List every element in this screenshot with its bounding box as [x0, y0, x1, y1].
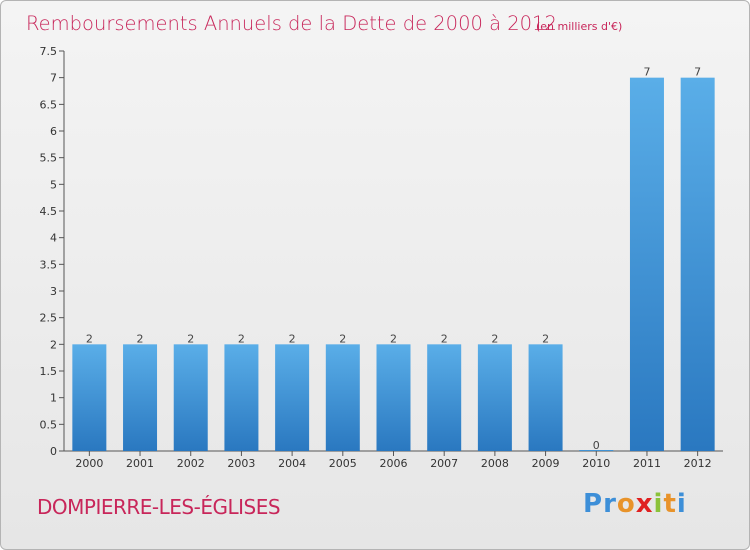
bar-2003: [224, 344, 259, 451]
data-label-2007: 2: [441, 332, 448, 345]
y-tick-label: 6.5: [40, 98, 58, 111]
data-label-2006: 2: [390, 332, 397, 345]
y-tick-label: 4: [50, 232, 57, 245]
data-label-2008: 2: [491, 332, 498, 345]
x-tick-label-2008: 2008: [481, 457, 509, 470]
y-tick-label: 7: [50, 72, 57, 85]
y-tick-label: 7.5: [40, 45, 58, 58]
bar-2006: [376, 344, 411, 451]
x-tick-label-2007: 2007: [430, 457, 458, 470]
bar-2007: [427, 344, 462, 451]
y-tick-label: 3.5: [40, 258, 58, 271]
chart-subtitle: (en milliers d'€): [536, 20, 622, 33]
x-tick-label-2012: 2012: [684, 457, 712, 470]
logo-letter: o: [616, 489, 636, 519]
y-tick-label: 6: [50, 125, 57, 138]
logo-letter: P: [583, 489, 604, 519]
chart-title: Remboursements Annuels de la Dette de 20…: [26, 12, 557, 35]
x-tick-label-2006: 2006: [380, 457, 408, 470]
x-tick-label-2004: 2004: [278, 457, 306, 470]
data-labels: 2 2 2 2 2 2 2 2 2 2 0 7 7: [86, 66, 701, 452]
data-label-2010: 0: [593, 439, 600, 452]
x-tick-label-2002: 2002: [177, 457, 205, 470]
y-tick-label: 5: [50, 178, 57, 191]
logo-letter: t: [663, 489, 677, 519]
y-tick-label: 0.5: [40, 418, 58, 431]
x-tick-label-2003: 2003: [227, 457, 255, 470]
x-tick-label-2010: 2010: [582, 457, 610, 470]
data-label-2003: 2: [238, 332, 245, 345]
data-label-2001: 2: [137, 332, 144, 345]
y-tick-label: 2: [50, 338, 57, 351]
x-tick-label-2005: 2005: [329, 457, 357, 470]
commune-name: DOMPIERRE-LES-ÉGLISES: [37, 495, 281, 519]
y-tick-label: 4.5: [40, 205, 58, 218]
y-tick-label: 1.5: [40, 365, 58, 378]
y-tick-label: 0: [50, 445, 57, 458]
data-label-2011: 7: [643, 66, 650, 79]
x-tick-label-2009: 2009: [532, 457, 560, 470]
bar-2004: [275, 344, 310, 451]
logo-letter: i: [676, 489, 687, 519]
bar-2009: [528, 344, 563, 451]
logo-letter: r: [603, 489, 617, 519]
bar-2011: [629, 77, 664, 452]
bar-2001: [123, 344, 158, 451]
y-tick-label: 2.5: [40, 312, 58, 325]
axes: 0 0.5 1 1.5 2 2.5 3 3.5 4 4.5 5 5.5 6 6.5 7 7.5 2000 2001…: [40, 45, 723, 470]
bar-2005: [325, 344, 360, 451]
bar-2012: [680, 77, 715, 452]
data-label-2000: 2: [86, 332, 93, 345]
bar-2008: [477, 344, 512, 451]
data-label-2009: 2: [542, 332, 549, 345]
y-tick-label: 1: [50, 392, 57, 405]
x-tick-label-2000: 2000: [75, 457, 103, 470]
x-tick-label-2011: 2011: [633, 457, 661, 470]
data-label-2012: 7: [694, 66, 701, 79]
bar-2000: [72, 344, 107, 451]
y-tick-label: 3: [50, 285, 57, 298]
y-tick-label: 5.5: [40, 152, 58, 165]
data-label-2002: 2: [187, 332, 194, 345]
logo-letter: x: [635, 489, 654, 519]
x-tick-label-2001: 2001: [126, 457, 154, 470]
logo-letter: i: [653, 489, 664, 519]
proxiti-logo: Proxiti: [583, 489, 687, 519]
bars: [72, 77, 715, 452]
data-label-2004: 2: [289, 332, 296, 345]
bar-2002: [173, 344, 208, 451]
data-label-2005: 2: [339, 332, 346, 345]
bar-2010: [579, 450, 614, 451]
